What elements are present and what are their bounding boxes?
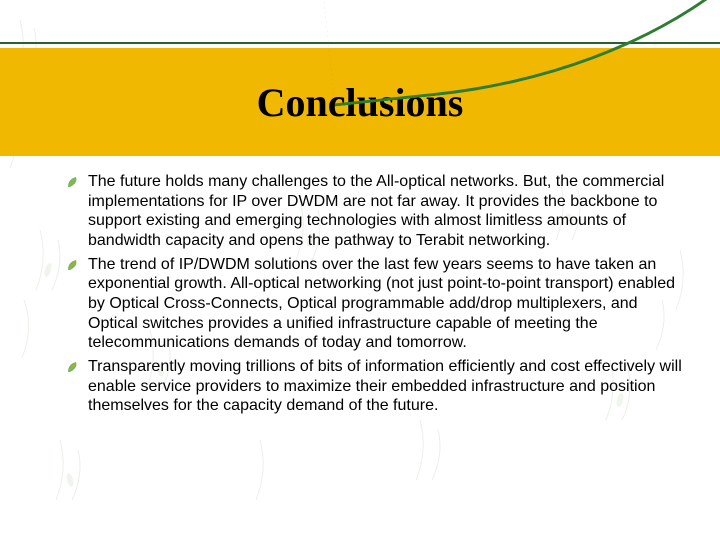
bullet-text: Transparently moving trillions of bits o… <box>88 357 682 416</box>
list-item: The trend of IP/DWDM solutions over the … <box>66 255 682 353</box>
bullet-list: The future holds many challenges to the … <box>66 172 682 420</box>
list-item: Transparently moving trillions of bits o… <box>66 357 682 416</box>
bullet-text: The future holds many challenges to the … <box>88 172 682 251</box>
list-item: The future holds many challenges to the … <box>66 172 682 251</box>
leaf-bullet-icon <box>66 172 88 190</box>
bullet-text: The trend of IP/DWDM solutions over the … <box>88 255 682 353</box>
leaf-bullet-icon <box>66 357 88 375</box>
leaf-bullet-icon <box>66 255 88 273</box>
